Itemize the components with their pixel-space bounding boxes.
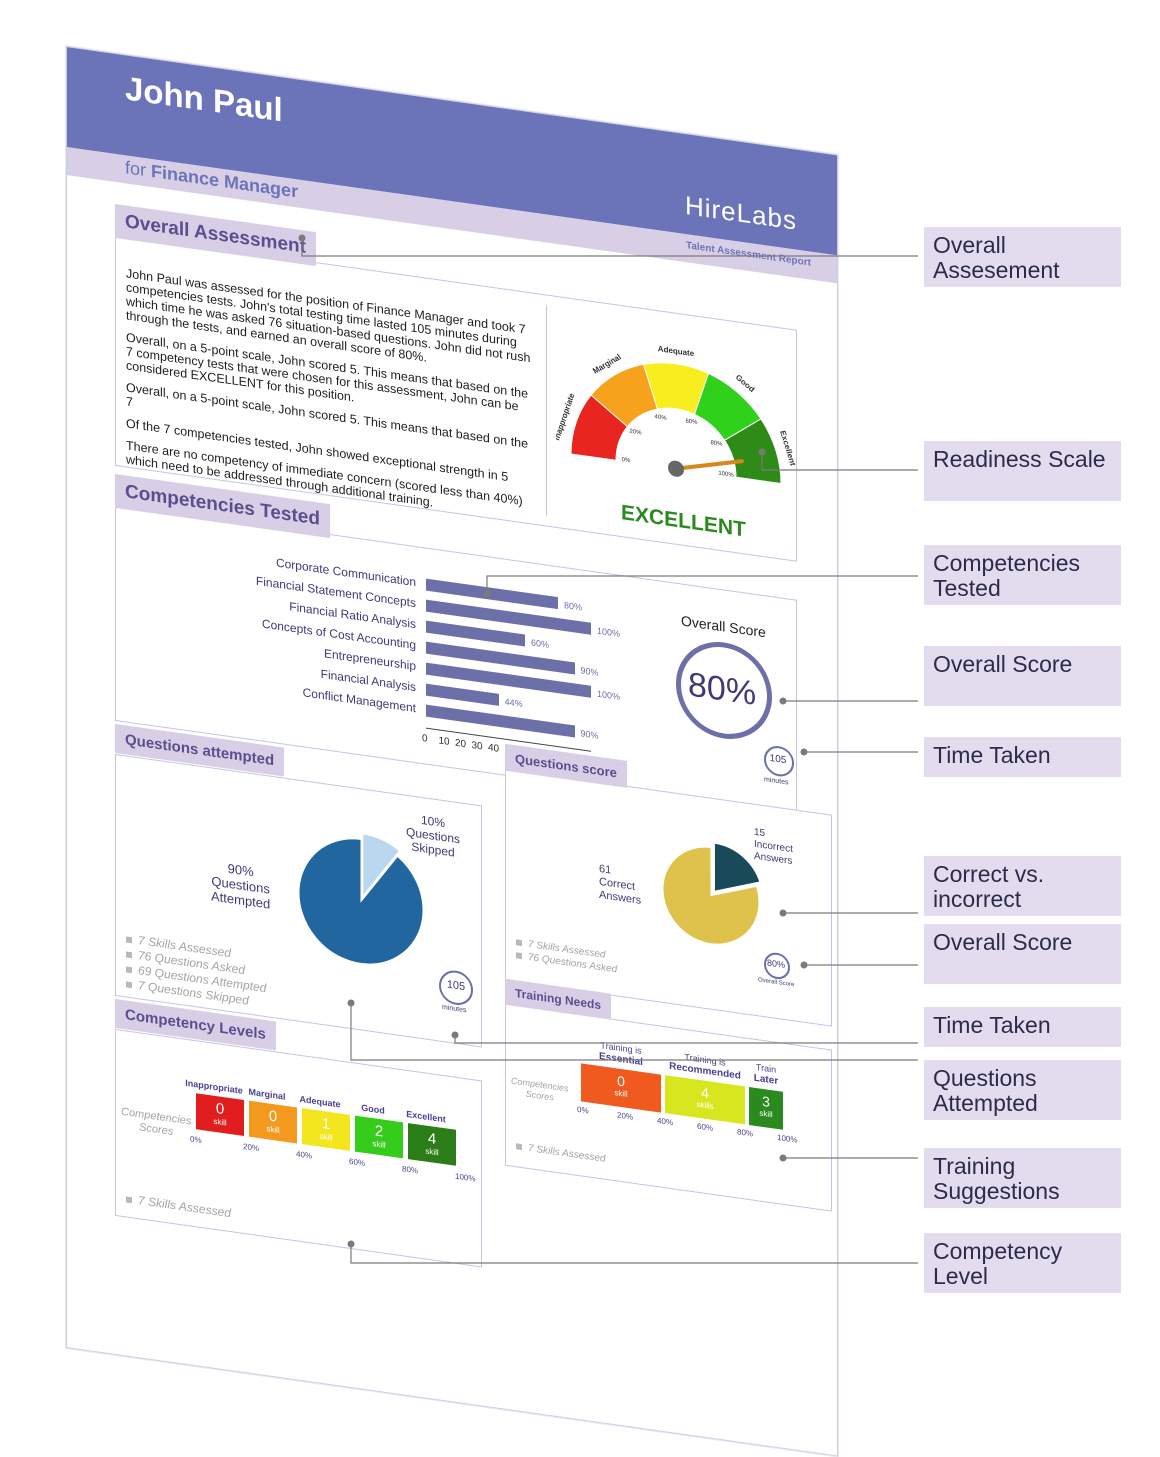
- gauge-band-label: Marginal: [591, 352, 623, 376]
- callout-questions-attempted: Questions Attempted: [924, 1060, 1121, 1120]
- level-row-label: Competencies Scores: [121, 1105, 192, 1139]
- bar-value-label: 80%: [564, 599, 583, 613]
- incorrect-label: 15 Incorrect Answers: [754, 826, 793, 868]
- score-pie-chart: [662, 842, 761, 945]
- training-pct-label: 80%: [737, 1127, 754, 1139]
- callout-time-taken: Time Taken: [924, 737, 1121, 777]
- levels-stats: 7 Skills Assessed: [126, 1191, 231, 1220]
- pie-slice: [298, 838, 424, 965]
- level-box: 1 skill: [302, 1108, 350, 1151]
- overall-score-caption: Overall Score: [758, 977, 795, 989]
- competency-levels-panel: Competencies Scores Inappropriate 0 skill M…: [115, 1028, 482, 1268]
- callout-training-suggestions: Training Suggestions: [924, 1148, 1121, 1208]
- pie-slice: [662, 846, 760, 945]
- gauge-tick-label: 60%: [685, 419, 698, 427]
- training-stats: 7 Skills Assessed: [516, 1141, 605, 1165]
- level-pct-label: 0%: [190, 1134, 202, 1146]
- skipped-label: 10% Questions Skipped: [406, 812, 461, 860]
- pie-slice: [713, 842, 761, 892]
- training-box: 0 skill: [581, 1063, 661, 1113]
- level-box: 0 skill: [249, 1100, 297, 1144]
- training-pct-label: 0%: [577, 1104, 589, 1116]
- level-name: Inappropriate: [185, 1077, 243, 1096]
- level-name: Marginal: [248, 1086, 286, 1102]
- training-box: 4 skills: [665, 1075, 745, 1125]
- callout-time-taken-2: Time Taken: [924, 1007, 1121, 1047]
- level-pct-label: 100%: [455, 1171, 476, 1184]
- bar-value-label: 100%: [597, 688, 621, 702]
- x-tick-label: 0: [422, 733, 428, 745]
- level-pct-label: 80%: [402, 1164, 419, 1176]
- level-name: Adequate: [299, 1093, 341, 1110]
- gauge-tick-label: 40%: [655, 414, 668, 422]
- bar: [426, 704, 575, 738]
- callout-competency-level: Competency Level: [924, 1233, 1121, 1293]
- training-box: 3 skill: [749, 1086, 783, 1130]
- x-tick-label: 20: [455, 737, 467, 751]
- bar-value-label: 44%: [504, 696, 523, 710]
- bar: [426, 620, 525, 647]
- level-pct-label: 60%: [349, 1156, 366, 1169]
- level-pct-label: 20%: [243, 1141, 260, 1154]
- time-taken-unit: minutes: [442, 1003, 467, 1015]
- time-taken-unit: minutes: [764, 776, 789, 787]
- callout-readiness-scale: Readiness Scale: [924, 441, 1121, 501]
- gauge-tick-label: 20%: [630, 429, 643, 437]
- x-tick-label: 10: [438, 735, 450, 748]
- level-name: Excellent: [406, 1108, 446, 1125]
- gauge-band-label: Excellent: [778, 430, 796, 467]
- bar-value-label: 90%: [580, 728, 599, 741]
- training-pct-label: 20%: [617, 1110, 634, 1122]
- training-pct-label: 40%: [657, 1116, 674, 1128]
- callout-overall-assessment: Overall Assesement: [924, 227, 1121, 287]
- gauge-needle: [674, 459, 744, 471]
- training-pct-label: 100%: [777, 1132, 798, 1145]
- questions-score-panel: 61 Correct Answers 15 Incorrect Answers …: [505, 768, 832, 1027]
- gauge-band-label: Good: [734, 373, 756, 394]
- callout-competencies-tested: Competencies Tested: [924, 545, 1121, 605]
- attempted-label: 90% Questions Attempted: [211, 860, 271, 912]
- bar-value-label: 100%: [597, 625, 621, 639]
- training-needs-panel: Competencies Scores Training is Essential…: [505, 1003, 832, 1212]
- callout-correct-vs-incorrect: Correct vs. incorrect: [924, 856, 1121, 916]
- gauge-hub: [668, 460, 684, 477]
- callout-overall-score-2: Overall Score: [924, 924, 1121, 984]
- gauge-tick-label: 100%: [718, 471, 734, 479]
- report-sheet: John Paul for Finance Manager HireLabs T…: [66, 46, 838, 1457]
- level-box: 2 skill: [355, 1115, 403, 1159]
- bar-value-label: 60%: [531, 637, 550, 650]
- gauge-tick-label: 80%: [710, 440, 723, 448]
- training-row-label: Competencies Scores: [511, 1075, 569, 1103]
- level-box: 4 skill: [408, 1123, 456, 1166]
- level-pct-label: 40%: [296, 1149, 313, 1161]
- attempted-pie-chart: [298, 833, 424, 965]
- gauge-band-label: Adequate: [658, 344, 695, 358]
- level-box: 0 skill: [196, 1093, 244, 1137]
- overall-score-label: Overall Score: [681, 612, 766, 641]
- correct-label: 61 Correct Answers: [599, 862, 642, 907]
- score-stats: 7 Skills Assessed 76 Questions Asked: [516, 936, 617, 976]
- callout-overall-score: Overall Score: [924, 646, 1121, 706]
- competency-level-boxes: Inappropriate 0 skill Marginal 0 skill Adequat…: [185, 1061, 476, 1200]
- x-tick-label: 40: [488, 742, 500, 755]
- x-tick-label: 30: [471, 739, 483, 753]
- panel-divider: [546, 305, 547, 516]
- bar: [426, 683, 499, 706]
- bar-value-label: 90%: [580, 665, 599, 678]
- pie-slice: [362, 833, 400, 898]
- attempted-stats: 7 Skills Assessed 76 Questions Asked 69 …: [126, 931, 266, 1011]
- training-need-boxes: Training is Essential 0 skill Training is Rec…: [577, 1025, 821, 1169]
- questions-attempted-panel: 90% Questions Attempted 10% Questions Sk…: [115, 753, 482, 1048]
- level-name: Good: [361, 1102, 385, 1116]
- readiness-gauge: InappropriateMarginalAdequateGoodExcelle…: [556, 344, 796, 485]
- gauge-tick-label: 0%: [622, 457, 631, 464]
- training-pct-label: 60%: [697, 1121, 714, 1133]
